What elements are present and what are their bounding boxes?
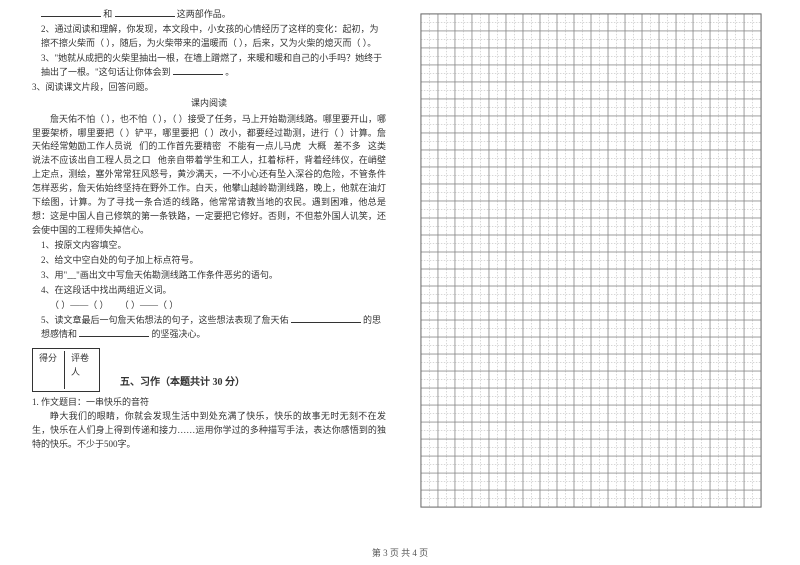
- pair-a: （ ）——（ ）: [50, 300, 109, 310]
- p-i: 不能有一点儿马虎: [228, 141, 301, 151]
- p-b: ），也不怕（: [106, 114, 156, 124]
- left-column: 和 这两部作品。 2、通过阅读和理解，你发现，本文段中，小女孩的心情经历了这样的…: [0, 0, 400, 540]
- sub-q5: 5、读文章最后一句詹天佑想法的句子，这些想法表现了詹天佑 的思想感情和 的坚强决…: [41, 314, 386, 342]
- blank: [79, 329, 149, 337]
- inner-reading-title: 课内阅读: [32, 97, 386, 111]
- blank: [291, 315, 361, 323]
- p-a: 詹天佑不怕（: [50, 114, 104, 124]
- p-e: ）铲平，哪里要把（: [126, 128, 208, 138]
- essay-body: 睁大我们的眼睛，你就会发现生活中到处充满了快乐，快乐的故事无时无刻不在发生，快乐…: [32, 410, 386, 452]
- page-footer: 第 3 页 共 4 页: [0, 546, 800, 559]
- passage-body: 詹天佑不怕（ ），也不怕（ ），（ ）接受了任务，马上开始勘测线路。哪里要开山，…: [32, 113, 386, 238]
- blank: [41, 9, 101, 17]
- p-dakuo: 大概: [308, 141, 326, 151]
- essay-title: 1. 作文题目：一串快乐的音符: [32, 396, 386, 410]
- q2-mid1: ），随后，为火柴带来的温暖而（: [106, 38, 237, 48]
- q2-mid2: ），后来，又为火柴的熄灭而（: [239, 38, 361, 48]
- writing-grid: [414, 8, 768, 513]
- score-label: 得分: [35, 351, 65, 390]
- score-box: 得分 评卷人: [32, 348, 100, 393]
- blank: [173, 67, 223, 75]
- p-l: 他亲自带着学生和工人，扛着标杆，背着经纬仪，在峭壁上定点，测绘，塞外常常狂风怒号…: [32, 155, 386, 235]
- p-f: ）改小，都要经过勘测，进行（: [210, 128, 338, 138]
- s5c: 的坚强决心。: [152, 329, 206, 339]
- grader-label: 评卷人: [67, 351, 97, 390]
- blank: [115, 9, 175, 17]
- section-5-header: 得分 评卷人 五、习作（本题共计 30 分）: [32, 348, 386, 393]
- text-and: 和: [103, 9, 112, 19]
- sub-q1: 1、按原文内容填空。: [41, 239, 386, 253]
- sub-q4-pairs: （ ）——（ ） （ ）——（ ）: [50, 299, 386, 313]
- sub-q3: 3、用"﹏"画出文中写詹天佑勘测线路工作条件恶劣的语句。: [41, 269, 386, 283]
- right-column: [400, 0, 800, 540]
- question-3-quote: 3、"她就从成把的火柴里抽出一根，在墙上蹭燃了，来暖和暖和自己的小手吗？她终于抽…: [41, 52, 386, 80]
- writing-grid-svg: [414, 8, 768, 513]
- p-c: ），（: [158, 114, 176, 124]
- s5a: 5、读文章最后一句詹天佑想法的句子，这些想法表现了詹天佑: [41, 315, 289, 325]
- question-3-title: 3、阅读课文片段，回答问题。: [32, 81, 386, 95]
- p-j: 差不多: [334, 141, 361, 151]
- line-works: 和 这两部作品。: [41, 8, 386, 22]
- q3-end: 。: [225, 67, 234, 77]
- pair-b: （ ）——（ ）: [120, 300, 179, 310]
- q2-end: ）。: [363, 38, 377, 48]
- p-h: 们的工作首先要精密: [139, 141, 221, 151]
- section-5-title: 五、习作（本题共计 30 分）: [120, 375, 245, 393]
- sub-q4: 4、在这段话中找出两组近义词。: [41, 284, 386, 298]
- sub-q2: 2、给文中空白处的句子加上标点符号。: [41, 254, 386, 268]
- text-suffix: 这两部作品。: [177, 9, 231, 19]
- question-2: 2、通过阅读和理解，你发现，本文段中，小女孩的心情经历了这样的变化：起初，为擦不…: [41, 23, 386, 51]
